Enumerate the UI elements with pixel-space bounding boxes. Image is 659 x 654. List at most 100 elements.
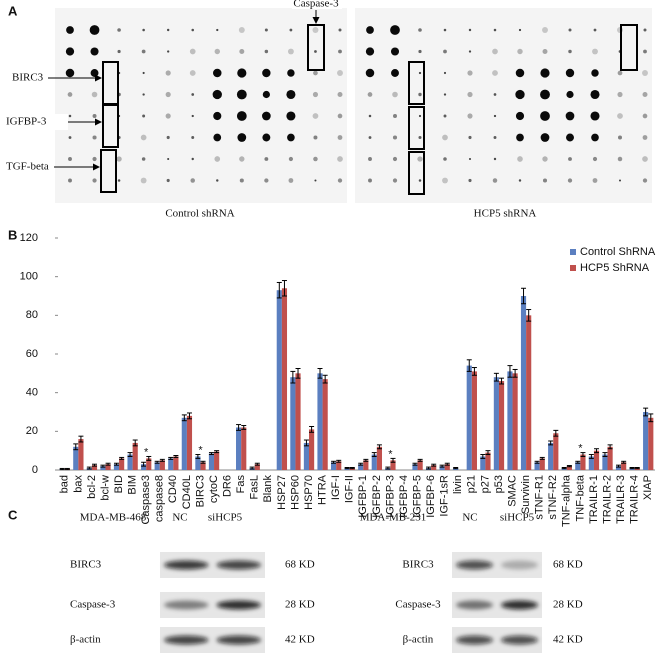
size-label: 68 KD xyxy=(285,559,315,571)
x-tick-label: BID xyxy=(113,475,125,493)
error-bar xyxy=(317,368,323,379)
array-dot xyxy=(264,157,269,161)
size-label: 42 KD xyxy=(285,634,315,646)
array-dot xyxy=(590,89,600,100)
bar xyxy=(548,442,554,470)
y-tick-label: 60 xyxy=(26,348,38,360)
array-dot xyxy=(239,178,244,183)
array-dot xyxy=(618,135,622,140)
array-dot xyxy=(286,89,296,100)
array-dot xyxy=(92,114,97,118)
error-bar xyxy=(466,359,472,372)
bar xyxy=(330,462,337,470)
error-bar xyxy=(254,462,260,466)
bar xyxy=(607,446,613,470)
array-dot xyxy=(442,134,448,141)
error-bar xyxy=(385,466,391,470)
bar xyxy=(526,315,532,470)
array-dot xyxy=(368,157,372,161)
array-dot xyxy=(443,28,447,32)
error-bar xyxy=(181,414,187,422)
array-dot xyxy=(314,179,317,182)
array-dot xyxy=(89,25,100,35)
size-label: 42 KD xyxy=(553,634,583,646)
label-bg xyxy=(4,114,68,130)
blot-band xyxy=(164,635,209,645)
array-dot xyxy=(443,114,447,118)
array-dot xyxy=(392,135,398,140)
error-bar xyxy=(127,452,133,457)
array-dot xyxy=(493,136,497,139)
x-tick-label: p21 xyxy=(466,475,478,493)
error-bar xyxy=(336,459,342,463)
array-dot xyxy=(90,69,99,77)
x-tick-label: BIRC3 xyxy=(194,475,206,507)
x-tick-label: Fas xyxy=(235,475,247,494)
array-dot xyxy=(365,47,375,56)
bar xyxy=(127,454,133,470)
array-dot xyxy=(167,50,170,53)
x-tick-label: p27 xyxy=(479,475,491,493)
bar xyxy=(100,466,106,470)
highlight-box xyxy=(408,151,425,195)
x-tick-label: SMAC xyxy=(506,475,518,507)
array-label: Caspase-3 xyxy=(293,0,339,10)
bar xyxy=(159,460,165,470)
error-bar xyxy=(493,372,499,382)
bar xyxy=(241,427,247,470)
error-bar xyxy=(553,429,559,437)
array-dot xyxy=(239,156,245,162)
blot-band xyxy=(501,635,538,645)
highlight-box xyxy=(100,149,117,193)
legend-label: HCP5 ShRNA xyxy=(580,262,650,274)
array-dot xyxy=(540,89,550,100)
error-bar xyxy=(561,466,567,470)
array-dot xyxy=(515,111,525,121)
array-dot xyxy=(368,178,372,183)
row-label: β-actin xyxy=(403,634,434,646)
array-dot xyxy=(591,69,599,77)
array-dot xyxy=(590,111,600,121)
array-dot xyxy=(314,50,317,53)
size-label: 28 KD xyxy=(285,599,315,611)
blot-band xyxy=(456,635,493,645)
bar xyxy=(539,458,545,470)
x-tick-label: IGFBP-3 xyxy=(384,475,396,518)
error-bar xyxy=(119,456,125,460)
error-bar xyxy=(548,440,554,446)
x-tick-label: Survivin xyxy=(520,475,532,514)
bar xyxy=(254,464,260,470)
bar xyxy=(512,373,518,470)
array-dot xyxy=(390,47,400,56)
array-dot xyxy=(392,178,398,183)
bar xyxy=(295,373,301,470)
error-bar xyxy=(453,466,459,470)
array-dot xyxy=(262,68,271,78)
error-bar xyxy=(281,280,287,297)
error-bar xyxy=(295,368,301,379)
array-dot xyxy=(90,47,99,56)
error-bar xyxy=(539,456,545,460)
bar xyxy=(643,412,649,470)
array-dot xyxy=(492,48,498,55)
array-dot xyxy=(166,28,170,32)
label-bg xyxy=(10,70,48,86)
array-dot xyxy=(191,114,194,118)
array-dot xyxy=(443,71,447,75)
array-dot xyxy=(239,48,245,55)
error-bar xyxy=(173,455,179,458)
y-tick-label: 80 xyxy=(26,309,38,321)
bar xyxy=(276,290,282,470)
array-dot xyxy=(392,156,398,162)
annotation: * xyxy=(578,443,583,455)
array-dot xyxy=(312,27,319,33)
array-dot xyxy=(566,133,574,142)
array-dot xyxy=(565,68,575,78)
array-dot xyxy=(592,156,598,162)
array-dot xyxy=(288,156,294,162)
x-tick-label: TNF-beta xyxy=(574,474,586,521)
error-bar xyxy=(431,463,437,467)
bar xyxy=(431,465,437,470)
error-bar xyxy=(512,368,518,378)
error-bar xyxy=(91,463,97,467)
